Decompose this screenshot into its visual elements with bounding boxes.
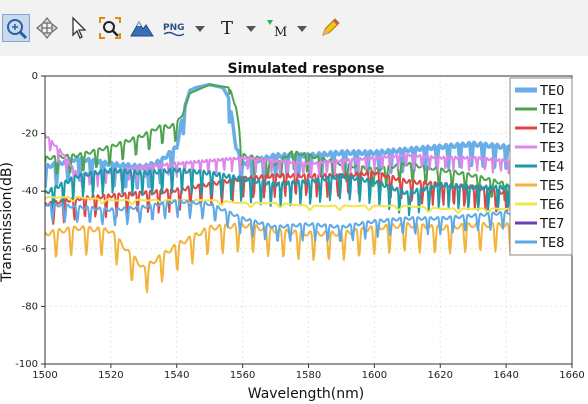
marker-button[interactable]: M [264,14,292,42]
y-tick-label: -60 [22,244,38,255]
legend-entry-te5[interactable]: TE5 [539,179,564,194]
x-tick-label: 1520 [98,370,123,381]
toolbar: PNG T M [0,0,588,56]
png-file-icon: PNG [163,23,185,37]
svg-text:PNG: PNG [163,23,185,33]
x-axis-label: Wavelength(nm) [248,386,364,402]
select-button[interactable] [64,14,92,42]
chart-grid [44,75,573,365]
pencil-icon [322,18,340,36]
legend-entry-te1[interactable]: TE1 [539,103,564,118]
series-layer [45,82,517,294]
marker-m-icon: M [267,20,287,40]
x-tick-label: 1660 [559,370,584,381]
svg-text:T: T [221,18,233,39]
axis-ticks: 1500 1520 1540 1560 1580 1600 1620 1640 1660 0 -20… [15,71,584,381]
text-button[interactable]: T [214,14,242,42]
export-png-button[interactable]: PNG [160,14,188,42]
x-tick-label: 1580 [296,370,321,381]
y-tick-label: -20 [22,129,38,140]
x-tick-label: 1640 [493,370,518,381]
series-line-te8 [45,199,514,242]
cursor-arrow-icon [72,16,87,39]
legend-entry-te6[interactable]: TE6 [539,198,564,213]
legend[interactable]: TE0 TE1 TE2 TE3 TE4 TE5 TE6 TE7 TE8 [509,77,573,256]
chart-title: Simulated response [228,61,385,77]
zoom-region-button[interactable] [2,14,30,42]
x-tick-label: 1600 [362,370,387,381]
mountain-icon [130,20,154,37]
legend-entry-te0[interactable]: TE0 [539,84,564,99]
text-dropdown-caret[interactable] [246,26,256,32]
zoom-fit-icon [99,17,121,39]
pan-arrows-icon [35,16,59,40]
chart-canvas[interactable]: Simulated response 1500 1520 1540 1560 1580 1… [0,56,588,404]
plot-style-button[interactable] [128,14,156,42]
zoom-fit-button[interactable] [96,14,124,42]
marker-dropdown-caret[interactable] [297,26,307,32]
y-tick-label: -80 [22,301,38,312]
legend-entry-te8[interactable]: TE8 [539,236,564,251]
y-axis-label: Transmission(dB) [0,162,15,283]
draw-button[interactable] [316,14,344,42]
export-png-dropdown-caret[interactable] [195,26,205,32]
pan-button[interactable] [33,14,61,42]
legend-entry-te7[interactable]: TE7 [539,217,564,232]
svg-text:M: M [274,25,287,40]
x-tick-label: 1620 [428,370,453,381]
series-line-te3 [45,134,514,189]
series-line-te6 [45,196,513,214]
y-tick-label: -100 [15,359,38,370]
x-tick-label: 1500 [32,370,57,381]
legend-entry-te2[interactable]: TE2 [539,122,564,137]
plot-frame [44,75,573,365]
legend-entry-te4[interactable]: TE4 [539,160,564,175]
y-tick-label: 0 [32,71,38,82]
y-tick-label: -40 [22,186,38,197]
x-tick-label: 1540 [164,370,189,381]
legend-entry-te3[interactable]: TE3 [539,141,564,156]
zoom-region-icon [7,19,28,40]
series-line-te0 [45,82,514,190]
series-line-te4 [45,167,514,217]
x-tick-label: 1560 [230,370,255,381]
text-t-icon: T [221,18,233,39]
